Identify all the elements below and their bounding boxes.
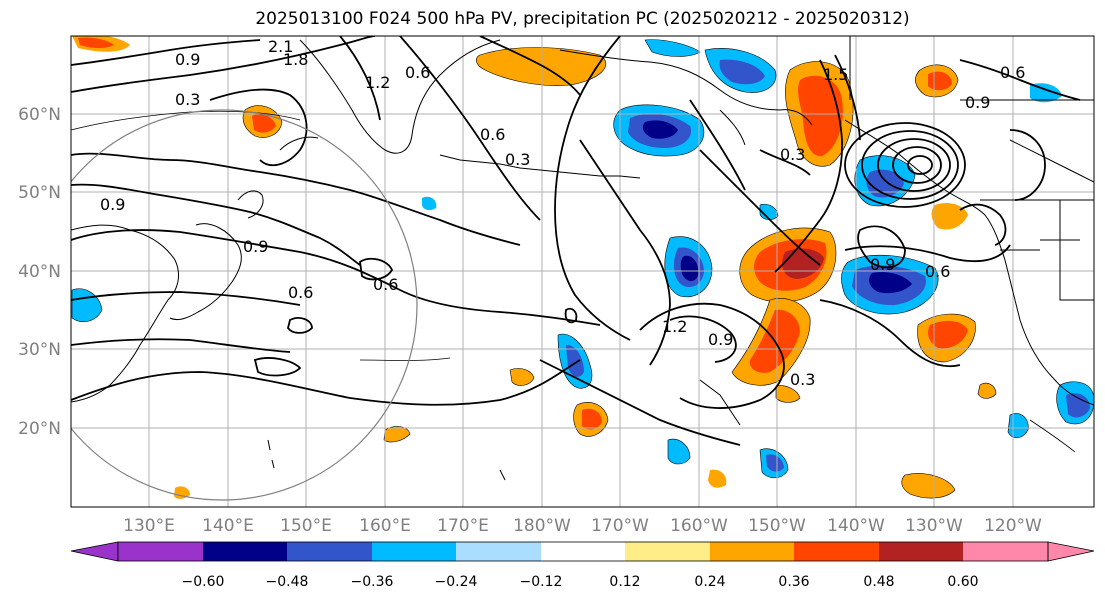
lat-tick-label: 30°N <box>18 340 61 360</box>
contour-label: 0.6 <box>480 125 505 144</box>
lon-tick-label: 150°E <box>280 516 332 536</box>
precip-shading <box>71 36 1094 499</box>
colorbar-extend-min <box>70 541 119 562</box>
contour-label: 0.6 <box>925 262 950 281</box>
lat-tick-label: 50°N <box>18 183 61 203</box>
contour-labels: 2.1 1.8 0.9 1.2 0.6 0.3 0.6 0.3 1.5 0.6 … <box>100 37 1025 389</box>
lon-tick-label: 130°E <box>123 516 175 536</box>
colorbar-tick-label: 0.36 <box>778 574 809 590</box>
lon-tick-label: 140°W <box>827 516 885 536</box>
lon-tick-label: 180°W <box>513 516 571 536</box>
chart-title: 2025013100 F024 500 hPa PV, precipitatio… <box>255 9 910 29</box>
colorbar-tick-label: −0.12 <box>520 574 563 590</box>
lon-tick-label: 170°E <box>437 516 489 536</box>
contour-label: 1.2 <box>365 73 390 92</box>
contour-label: 0.9 <box>243 237 268 256</box>
map-frame <box>70 35 1095 508</box>
colorbar-segment <box>541 542 625 561</box>
contour-label: 0.6 <box>373 275 398 294</box>
contour-label: 0.3 <box>780 145 805 164</box>
contour-label: 1.5 <box>823 65 848 84</box>
lon-tick-label: 160°E <box>359 516 411 536</box>
contour-label: 0.3 <box>505 150 530 169</box>
lon-tick-label: 140°E <box>202 516 254 536</box>
colorbar-tick-label: 0.12 <box>609 574 640 590</box>
pv-contours <box>71 36 1081 446</box>
colorbar-outline <box>117 541 1049 562</box>
contour-label: 0.9 <box>708 330 733 349</box>
lat-axis: 60°N 50°N 40°N 30°N 20°N <box>18 105 61 439</box>
lat-tick-label: 60°N <box>18 105 61 125</box>
lon-tick-label: 170°W <box>591 516 649 536</box>
contour-label: 0.3 <box>175 90 200 109</box>
colorbar-segment <box>794 542 879 561</box>
colorbar-tick-label: 0.48 <box>863 574 894 590</box>
contour-label: 0.6 <box>288 283 313 302</box>
lat-tick-label: 20°N <box>18 419 61 439</box>
lon-tick-label: 160°W <box>670 516 728 536</box>
thin-contours <box>71 110 1076 453</box>
contour-label: 0.6 <box>405 63 430 82</box>
coastlines <box>71 36 1094 481</box>
colorbar-tick-label: 0.24 <box>694 574 725 590</box>
contour-label: 0.9 <box>100 195 125 214</box>
lon-tick-label: 150°W <box>748 516 806 536</box>
colorbar-segment <box>710 542 794 561</box>
contour-label: 0.9 <box>965 93 990 112</box>
colorbar-segment <box>203 542 287 561</box>
contour-label: 0.6 <box>1000 63 1025 82</box>
contour-label: 0.3 <box>790 370 815 389</box>
contour-label: 2.1 <box>268 37 293 56</box>
colorbar-segment <box>963 542 1048 561</box>
contour-label: 0.9 <box>175 50 200 69</box>
colorbar-tick-label: −0.36 <box>351 574 394 590</box>
graticule <box>71 36 1094 507</box>
colorbar-tick-label: 0.60 <box>947 574 978 590</box>
lon-tick-label: 130°W <box>905 516 963 536</box>
colorbar-segment <box>456 542 541 561</box>
lon-tick-label: 120°W <box>984 516 1042 536</box>
contour-label: 1.2 <box>662 317 687 336</box>
colorbar-tick-label: −0.60 <box>182 574 225 590</box>
lat-tick-label: 40°N <box>18 262 61 282</box>
colorbar-extend-max <box>1047 541 1095 562</box>
colorbar: −0.60 −0.48 −0.36 −0.24 −0.12 0.12 0.24 … <box>70 541 1095 590</box>
colorbar-segment <box>372 542 456 561</box>
colorbar-segment <box>287 542 372 561</box>
contour-label: 0.9 <box>870 255 895 274</box>
colorbar-segment <box>879 542 963 561</box>
colorbar-segment <box>118 542 203 561</box>
contour-label: 1.8 <box>283 50 308 69</box>
colorbar-segment <box>625 542 710 561</box>
colorbar-tick-label: −0.48 <box>266 574 309 590</box>
lon-axis: 130°E 140°E 150°E 160°E 170°E 180°W 170°… <box>123 516 1042 536</box>
reference-circle <box>71 109 418 501</box>
colorbar-tick-label: −0.24 <box>435 574 478 590</box>
